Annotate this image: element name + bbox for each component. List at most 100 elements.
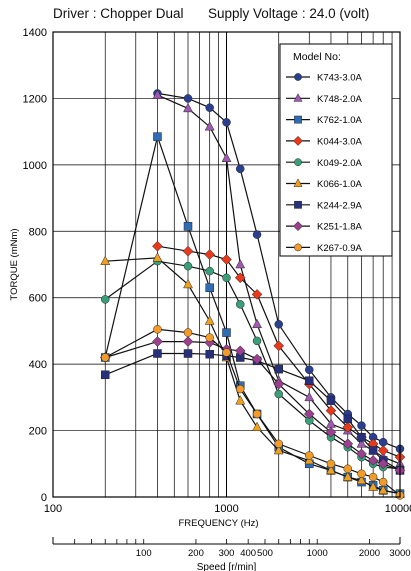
legend-label: K748-2.0A <box>317 94 363 105</box>
data-point <box>205 283 214 292</box>
x-tick-label: 100 <box>44 503 62 515</box>
data-point <box>274 389 283 399</box>
data-point <box>274 320 283 329</box>
data-point <box>368 481 379 491</box>
speed-axis <box>52 537 401 545</box>
data-point <box>205 266 214 276</box>
data-point <box>183 349 193 358</box>
data-point <box>222 273 231 283</box>
data-point <box>222 348 231 357</box>
data-point <box>325 426 337 438</box>
data-point <box>235 300 245 309</box>
data-point <box>183 278 193 289</box>
data-point <box>377 445 389 456</box>
data-point <box>293 178 303 187</box>
y-tick-label: 400 <box>29 359 47 371</box>
data-point <box>368 472 378 482</box>
series-k251-1.8a <box>99 336 406 476</box>
data-point <box>222 118 231 127</box>
legend-label: K267-0.9A <box>317 243 363 254</box>
data-point <box>378 484 389 495</box>
data-point <box>305 376 314 385</box>
y-tick-label: 1400 <box>23 27 47 39</box>
data-point <box>100 295 110 304</box>
data-point <box>183 222 193 231</box>
y-axis-label: TORQUE (mNm) <box>9 228 20 300</box>
data-point <box>204 121 215 131</box>
data-point <box>356 438 367 448</box>
data-point <box>357 432 366 442</box>
speed-axis-label: Speed [r/min] <box>197 562 257 571</box>
speed-tick-label: 3000 <box>389 548 410 559</box>
data-point <box>343 464 353 474</box>
speed-tick-label: 100 <box>136 548 152 559</box>
data-point <box>342 471 353 481</box>
data-point <box>343 414 353 424</box>
data-point <box>205 349 214 359</box>
data-point <box>183 261 193 271</box>
data-point <box>274 364 283 374</box>
data-point <box>293 93 303 102</box>
speed-tick-label: 2000 <box>359 548 380 559</box>
data-point <box>100 255 111 265</box>
data-point <box>305 365 314 375</box>
data-point <box>222 328 231 337</box>
y-tick-label: 600 <box>29 293 47 305</box>
legend-label: K066-1.0A <box>317 179 363 190</box>
data-point <box>205 333 214 342</box>
data-point <box>357 421 366 430</box>
data-point <box>293 221 303 232</box>
data-point <box>294 158 302 167</box>
data-point <box>182 336 194 347</box>
data-point <box>204 315 215 325</box>
data-point <box>304 391 315 402</box>
data-point <box>152 240 163 252</box>
legend-label: K049-2.0A <box>317 158 363 169</box>
legend-label: K251-1.8A <box>317 222 363 233</box>
data-point <box>367 455 379 466</box>
data-point <box>294 243 302 252</box>
data-point <box>356 474 367 485</box>
speed-tick-label: 300 <box>219 548 235 559</box>
data-point <box>342 421 354 433</box>
data-point <box>342 438 354 450</box>
series-k267-0.9a <box>100 325 405 500</box>
series-k066-1.0a <box>100 252 405 498</box>
y-tick-label: 200 <box>29 426 47 438</box>
speed-tick-label: 200 <box>188 548 204 559</box>
data-point <box>368 446 378 455</box>
legend-title: Model No: <box>293 51 341 63</box>
plot-border <box>52 31 401 498</box>
legend-label: K762-1.0A <box>317 115 363 126</box>
y-tick-label: 0 <box>41 492 47 504</box>
y-tick-label: 1000 <box>23 160 47 172</box>
data-point <box>221 152 232 162</box>
y-tick-label: 1200 <box>23 93 47 105</box>
data-point <box>235 395 246 405</box>
data-point <box>152 336 163 347</box>
data-point <box>378 437 388 447</box>
data-point <box>326 464 336 475</box>
x-tick-label: 10000 <box>385 503 411 515</box>
data-point <box>235 258 246 269</box>
data-point <box>182 245 194 257</box>
data-point <box>357 469 366 478</box>
data-point <box>377 458 389 470</box>
legend-label: K244-2.9A <box>317 200 363 211</box>
data-point <box>153 349 162 358</box>
data-point <box>251 289 263 300</box>
supply-voltage-label: Supply Voltage : 24.0 (volt) <box>208 6 370 21</box>
legend-label: K743-3.0A <box>317 73 363 84</box>
data-point <box>294 115 302 124</box>
data-point <box>273 444 284 455</box>
data-point <box>153 325 162 334</box>
data-point <box>273 378 285 390</box>
data-point <box>183 102 193 113</box>
data-point <box>100 353 110 362</box>
data-point <box>325 405 337 416</box>
data-point <box>252 230 262 239</box>
data-point <box>294 200 302 209</box>
data-point <box>305 451 314 460</box>
data-point <box>273 340 285 352</box>
